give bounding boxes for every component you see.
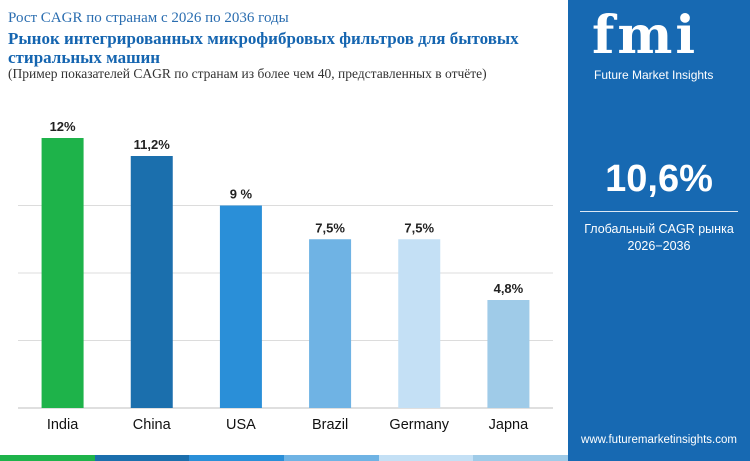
data-label-japna: 4,8%	[494, 281, 524, 296]
company-name: Future Market Insights	[594, 68, 714, 82]
data-label-brazil: 7,5%	[315, 220, 345, 235]
x-tick-label-china: China	[133, 417, 172, 433]
fmi-logo: fmi	[592, 5, 699, 66]
bar-germany	[398, 239, 441, 408]
x-tick-label-brazil: Brazil	[312, 417, 348, 433]
strip-segment	[473, 455, 569, 461]
kpi-divider	[580, 211, 738, 212]
global-cagr-label-line1: Глобальный CAGR рынка	[584, 222, 734, 236]
strip-segment	[94, 455, 190, 461]
bar-japna	[487, 300, 530, 408]
strip-segment	[378, 455, 474, 461]
chart-title: Рынок интегрированных микрофибровых филь…	[8, 29, 519, 67]
x-tick-label-usa: USA	[226, 417, 256, 433]
strip-segment	[0, 455, 95, 461]
x-tick-label-india: India	[47, 417, 79, 433]
website-link[interactable]: www.futuremarketinsights.com	[581, 434, 737, 446]
global-cagr-value: 10,6%	[605, 158, 713, 200]
strip-segment	[189, 455, 285, 461]
bar-chart-svg: 12% India 11,2% China 9 % USA 7,5% Brazil 7,5% Ge…	[18, 119, 553, 433]
bar-china	[130, 156, 173, 408]
color-strip	[0, 455, 569, 461]
data-label-germany: 7,5%	[404, 220, 434, 235]
bar-brazil	[309, 239, 352, 408]
bar-chart: 12% India 11,2% China 9 % USA 7,5% Brazil 7,5% Ge…	[0, 96, 568, 446]
data-label-usa: 9 %	[230, 187, 253, 202]
chart-note: (Пример показателей CAGR по странам из б…	[8, 66, 487, 81]
chart-subtitle: Рост CAGR по странам с 2026 по 2036 годы	[8, 10, 289, 26]
global-cagr-label: Глобальный CAGR рынка 2026−2036	[568, 221, 750, 255]
data-label-india: 12%	[50, 119, 76, 134]
brand-panel: fmi Future Market Insights 10,6% Глобаль…	[568, 0, 750, 461]
x-tick-label-germany: Germany	[389, 417, 449, 433]
bar-india	[41, 138, 84, 408]
chart-header: Рост CAGR по странам с 2026 по 2036 годы…	[0, 0, 568, 96]
global-cagr-label-line2: 2026−2036	[627, 239, 691, 253]
strip-segment	[284, 455, 379, 461]
x-tick-label-japna: Japna	[489, 417, 529, 433]
data-label-china: 11,2%	[134, 137, 171, 152]
bar-usa	[219, 205, 262, 408]
